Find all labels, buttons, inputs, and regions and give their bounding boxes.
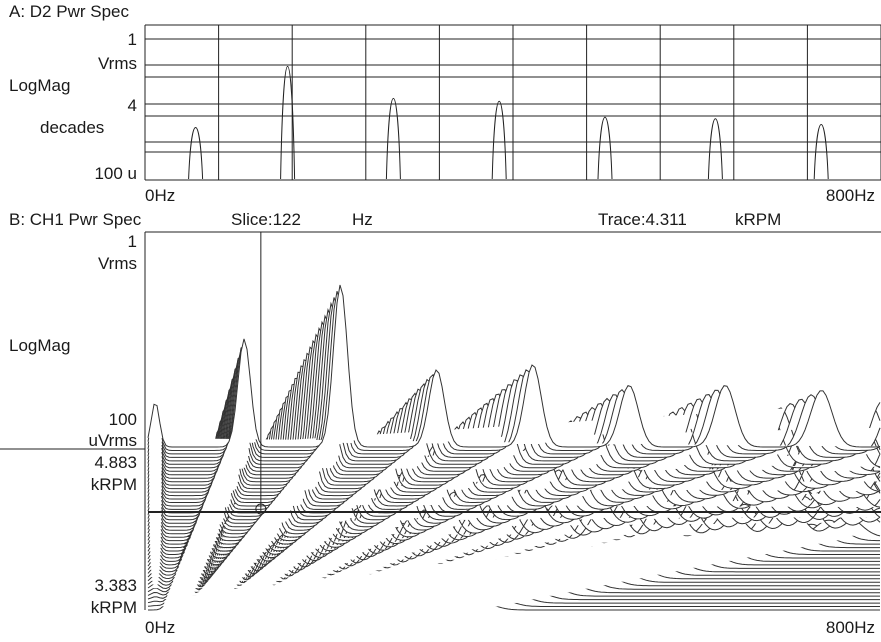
panel-a-peak-0 xyxy=(188,127,204,180)
panel-b-z-top: 4.883 xyxy=(94,453,137,472)
panel-b-z-top-unit: kRPM xyxy=(90,475,137,494)
panel-b-z-bottom: 3.383 xyxy=(94,576,137,595)
panel-a-peak-4 xyxy=(597,116,613,180)
panel-a-y-span: 4 xyxy=(127,96,137,115)
slice-readout: Slice:122 xyxy=(231,210,301,229)
trace-unit: kRPM xyxy=(735,210,782,229)
panel-b-title: B: CH1 Pwr Spec xyxy=(9,210,142,229)
panel-b-ylabel: LogMag xyxy=(9,336,71,355)
panel-a-title: A: D2 Pwr Spec xyxy=(9,2,129,21)
cursor-marker xyxy=(255,503,267,515)
panel-a-x-min: 0Hz xyxy=(145,186,176,205)
panel-a-ylabel: LogMag xyxy=(9,76,71,95)
panel-b-x-max: 800Hz xyxy=(825,618,875,637)
panel-b-y-top-unit: Vrms xyxy=(97,254,137,273)
panel-a-plot xyxy=(144,24,881,181)
panel-a-x-max: 800Hz xyxy=(825,186,875,205)
panel-a-peak-2 xyxy=(385,98,401,180)
panel-b-z-bottom-unit: kRPM xyxy=(90,598,137,617)
panel-a-y-top: 1 xyxy=(127,30,137,49)
waterfall-trace-36 xyxy=(147,352,881,486)
panel-b-y-ref: 100 xyxy=(108,410,137,429)
panel-a-peak-1 xyxy=(280,65,296,180)
panel-a-y-top-unit: Vrms xyxy=(97,54,137,73)
panel-b-y-top: 1 xyxy=(127,232,137,251)
waterfall-trace-47 xyxy=(147,284,881,448)
panel-a-peak-5 xyxy=(707,118,723,180)
slice-unit: Hz xyxy=(352,210,373,229)
panel-b-waterfall xyxy=(0,231,881,611)
panel-a-peak-3 xyxy=(491,101,507,180)
panel-b-y-ref-unit: uVrms xyxy=(88,431,138,450)
trace-readout: Trace:4.311 xyxy=(598,210,687,229)
panel-a-y-span-unit: decades xyxy=(40,118,105,137)
panel-a-y-bottom: 100 u xyxy=(94,164,137,183)
panel-a-peak-6 xyxy=(813,124,829,180)
panel-b-x-min: 0Hz xyxy=(145,618,176,637)
